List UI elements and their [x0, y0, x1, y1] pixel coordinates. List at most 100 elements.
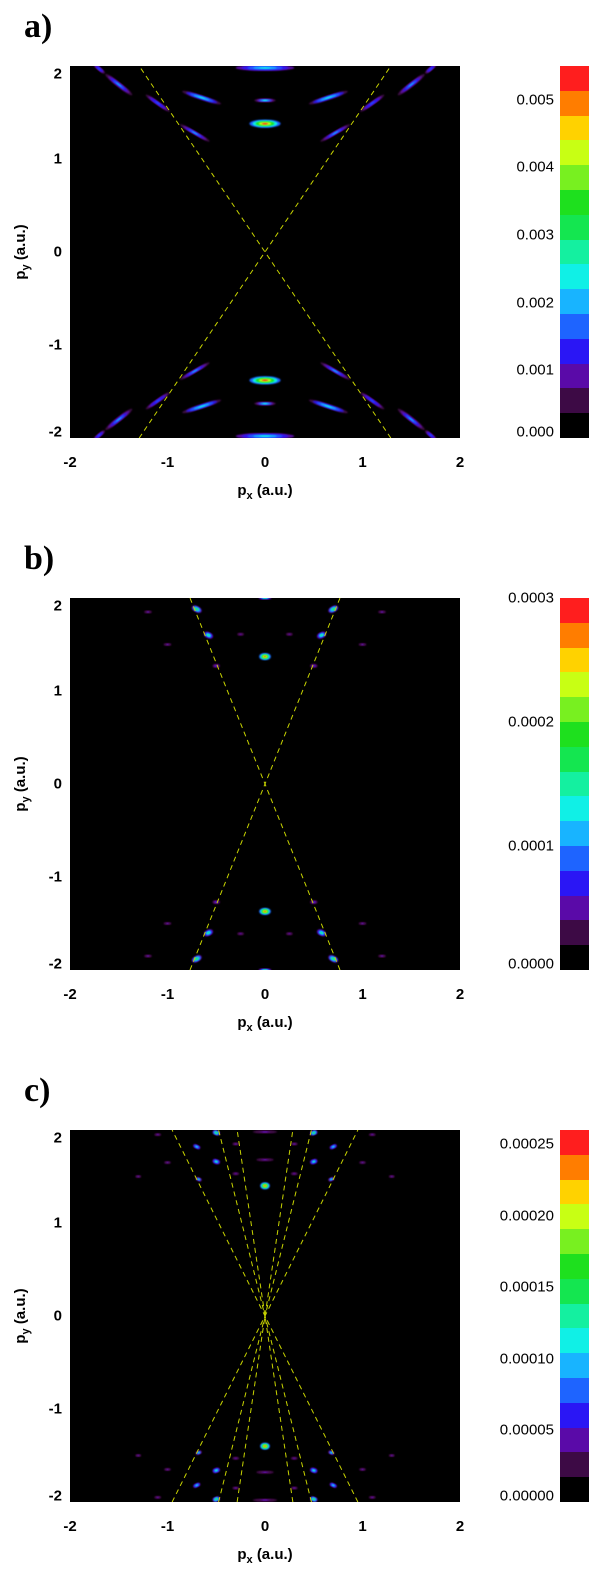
intensity-spot-c-2	[212, 1130, 221, 1136]
spot-contour	[195, 958, 198, 960]
colorbar-segment	[560, 796, 589, 822]
intensity-spot-b-5	[316, 631, 327, 639]
colorbar-segment	[560, 746, 589, 773]
spot-contour	[263, 655, 267, 658]
y-axis-label: py (a.u.)	[12, 1288, 32, 1343]
intensity-spot-b-26	[144, 954, 152, 958]
intensity-spot-a-4	[235, 66, 295, 71]
spot-contour	[429, 434, 432, 437]
spot-contour	[332, 958, 335, 960]
spot-contour	[429, 67, 432, 70]
spot-contour	[263, 1159, 267, 1161]
heatmap-plot-c	[70, 1130, 460, 1502]
colorbar-segment	[560, 722, 589, 748]
intensity-spot-c-6	[212, 1158, 221, 1165]
colorbar-c	[560, 1130, 589, 1503]
colorbar-segment	[560, 264, 589, 290]
intensity-spot-a-6	[179, 124, 210, 142]
colorbar-segment	[560, 1179, 589, 1205]
x-tick-label: -2	[63, 986, 77, 1003]
colorbar-tick-label: 0.0000	[508, 955, 554, 973]
colorbar-segment	[560, 314, 589, 340]
x-axis-label-unit: (a.u.)	[252, 1014, 293, 1031]
colorbar-tick-label: 0.00025	[499, 1135, 554, 1153]
intensity-spot-a-23	[424, 66, 437, 74]
spot-contour	[191, 131, 198, 135]
colorbar-segment	[560, 870, 589, 897]
intensity-spot-a-17	[360, 392, 385, 410]
spot-contour	[239, 933, 242, 935]
spot-contour	[137, 1175, 139, 1178]
intensity-spot-c-40	[135, 1453, 142, 1458]
y-tick-label: 1	[53, 150, 62, 168]
intensity-spot-c-34	[154, 1133, 162, 1137]
intensity-spot-a-9	[320, 362, 351, 380]
colorbar-segment	[560, 66, 589, 92]
spot-contour	[215, 1132, 218, 1134]
intensity-spot-a-3	[254, 401, 276, 406]
spot-contour	[293, 1487, 295, 1489]
intensity-spot-c-25	[290, 1486, 298, 1490]
y-tick-label: -1	[48, 868, 62, 886]
colorbar-tick-label: 0.005	[516, 91, 554, 109]
spot-contour	[155, 101, 161, 105]
spot-contour	[293, 1143, 295, 1145]
intensity-spot-c-26	[232, 1172, 240, 1176]
colorbar-segment	[560, 672, 589, 698]
intensity-spot-b-1	[259, 907, 271, 915]
heatmap-canvas-b	[144, 598, 386, 970]
colorbar-segment	[560, 1452, 589, 1478]
x-axis-label-sub: x	[246, 490, 253, 502]
spot-contour	[288, 633, 291, 635]
intensity-spot-c-12	[193, 1482, 201, 1488]
spot-contour	[312, 901, 315, 903]
intensity-spot-a-16	[145, 392, 170, 410]
intensity-spot-a-18	[105, 73, 133, 96]
intensity-spot-c-14	[195, 1177, 202, 1182]
x-axis-label: px (a.u.)	[237, 1546, 292, 1566]
intensity-spot-c-1	[260, 1442, 270, 1450]
y-tick-label: 2	[53, 65, 62, 83]
colorbar-segment	[560, 214, 589, 241]
intensity-spot-c-22	[232, 1142, 240, 1146]
spot-contour	[215, 1161, 218, 1163]
spot-contour	[166, 643, 169, 646]
spot-contour	[215, 1469, 218, 1471]
x-axis-label-unit: (a.u.)	[252, 482, 293, 499]
intensity-spot-c-35	[368, 1133, 376, 1137]
spot-contour	[361, 922, 364, 925]
heatmap-plot-b	[70, 598, 460, 970]
x-axis-label: px (a.u.)	[237, 1014, 292, 1034]
intensity-spot-a-20	[105, 408, 133, 431]
colorbar-segment	[560, 1154, 589, 1181]
spot-contour	[312, 1469, 315, 1471]
heatmap-plot-a	[70, 66, 460, 438]
intensity-spot-c-29	[290, 1456, 298, 1460]
y-axis-label-sub: y	[20, 796, 32, 803]
x-tick-label: -2	[63, 454, 77, 471]
colorbar-tick-label: 0.00020	[499, 1207, 554, 1225]
y-axis-label-sub: y	[20, 264, 32, 271]
y-tick-label: 0	[53, 243, 62, 261]
intensity-spot-b-9	[328, 605, 339, 613]
intensity-spot-c-3	[309, 1130, 318, 1136]
intensity-spot-c-0	[260, 1182, 270, 1190]
spot-contour	[262, 99, 268, 102]
spot-contour	[293, 1457, 295, 1459]
colorbar-segment	[560, 1477, 589, 1503]
colorbar-segment	[560, 1278, 589, 1305]
spot-contour	[320, 932, 323, 934]
dashed-guide-line-b-1	[189, 598, 341, 970]
y-tick-label: -2	[48, 955, 62, 973]
colorbar-segment	[560, 90, 589, 117]
intensity-spot-c-8	[212, 1467, 221, 1474]
spot-contour	[293, 1173, 295, 1175]
colorbar-tick-label: 0.002	[516, 294, 554, 312]
spot-contour	[215, 901, 218, 903]
spot-contour	[215, 665, 218, 667]
spot-contour	[116, 417, 122, 422]
intensity-spot-a-10	[182, 90, 222, 105]
x-tick-label: -2	[63, 1518, 77, 1535]
spot-contour	[369, 399, 375, 403]
y-tick-label: 1	[53, 682, 62, 700]
